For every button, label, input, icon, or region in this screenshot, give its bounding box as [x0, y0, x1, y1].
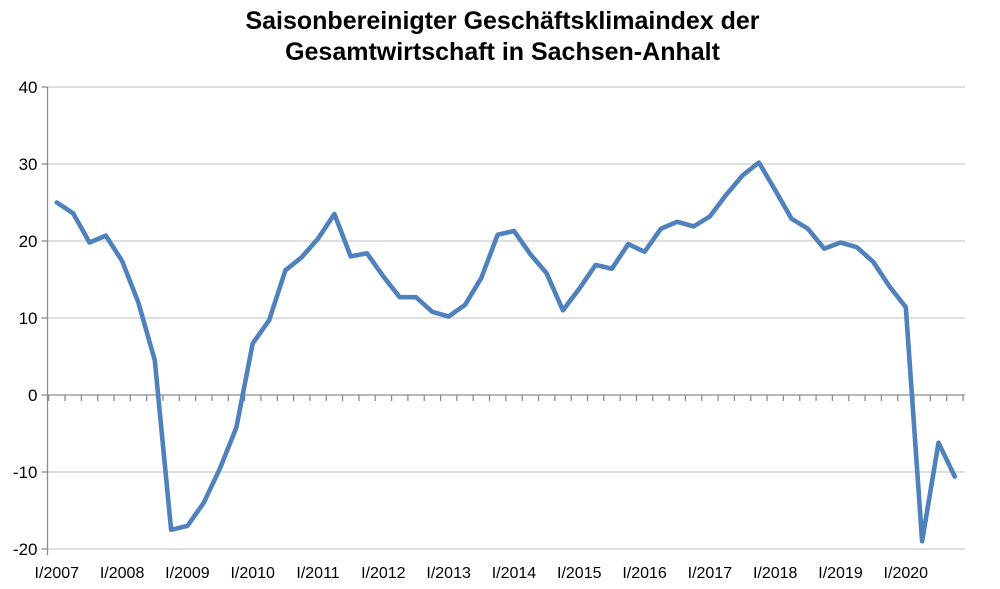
x-tick-label: I/2010 [230, 565, 275, 582]
y-tick-label: -10 [13, 463, 38, 482]
y-tick-label: 10 [19, 309, 38, 328]
x-tick-label: I/2016 [622, 565, 667, 582]
x-tick-label: I/2009 [165, 565, 210, 582]
x-tick-label: I/2008 [100, 565, 145, 582]
x-tick-label: I/2011 [296, 565, 339, 582]
data-line [54, 160, 958, 544]
chart-title-line1: Saisonbereinigter Geschäftsklimaindex de… [245, 7, 760, 35]
y-tick-label: -20 [13, 540, 38, 559]
x-tick-label: I/2018 [753, 565, 798, 582]
x-tick-label: I/2020 [884, 565, 929, 582]
x-tick-label: I/2019 [818, 565, 863, 582]
x-tick-label: I/2017 [688, 565, 733, 582]
chart-title: Saisonbereinigter Geschäftsklimaindex de… [40, 6, 965, 68]
x-tick-label: I/2013 [426, 565, 471, 582]
x-tick-label: I/2007 [35, 565, 80, 582]
y-tick-label: 40 [19, 78, 38, 97]
x-tick-label: I/2012 [361, 565, 406, 582]
chart-title-line2: Gesamtwirtschaft in Sachsen-Anhalt [285, 38, 720, 66]
x-tick-label: I/2014 [492, 565, 537, 582]
y-tick-label: 0 [28, 386, 37, 405]
x-tick-label: I/2015 [557, 565, 602, 582]
y-tick-label: 20 [19, 232, 38, 251]
y-tick-label: 30 [19, 155, 38, 174]
